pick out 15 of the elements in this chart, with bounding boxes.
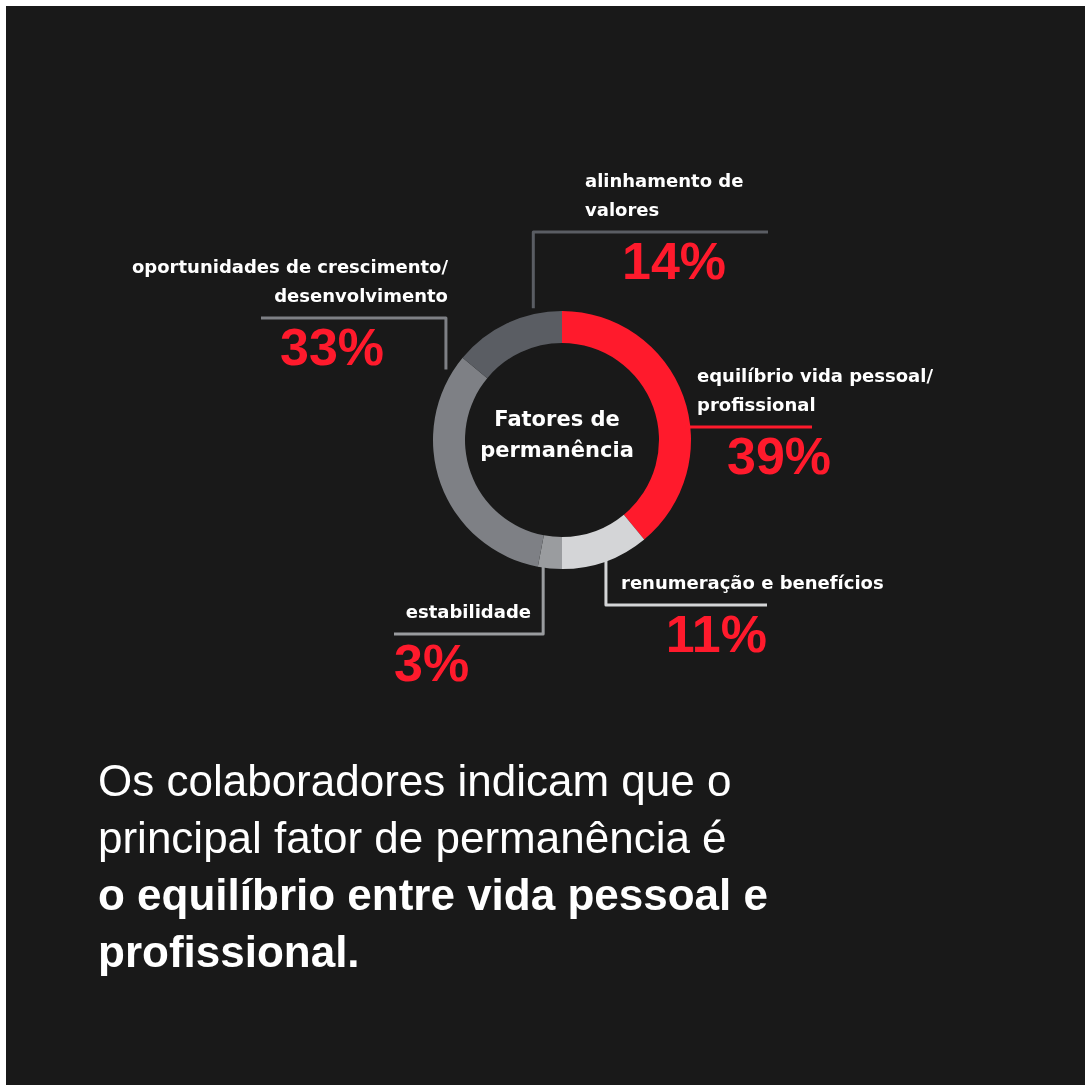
data-label: 11% — [665, 605, 767, 663]
slice-label: equilíbrio vida pessoal/ profissional — [697, 365, 933, 416]
donut-slice — [537, 535, 562, 569]
slice-label: estabilidade — [405, 601, 531, 622]
slice-label: oportunidades de crescimento/ desenvolvimento — [132, 256, 448, 306]
data-label: 3% — [394, 634, 470, 692]
slice-label: renumeração e benefícios — [621, 572, 884, 593]
data-label: 33% — [280, 318, 385, 376]
text: o equilíbrio entre vida pessoal e profissional. — [98, 870, 768, 976]
donut-slice — [462, 311, 562, 379]
slice-label: alinhamento de valores — [585, 170, 744, 220]
data-label: 14% — [622, 232, 727, 290]
donut-slice — [562, 514, 645, 569]
text: Fatores de permanência — [480, 407, 634, 462]
data-label: 39% — [727, 427, 832, 486]
